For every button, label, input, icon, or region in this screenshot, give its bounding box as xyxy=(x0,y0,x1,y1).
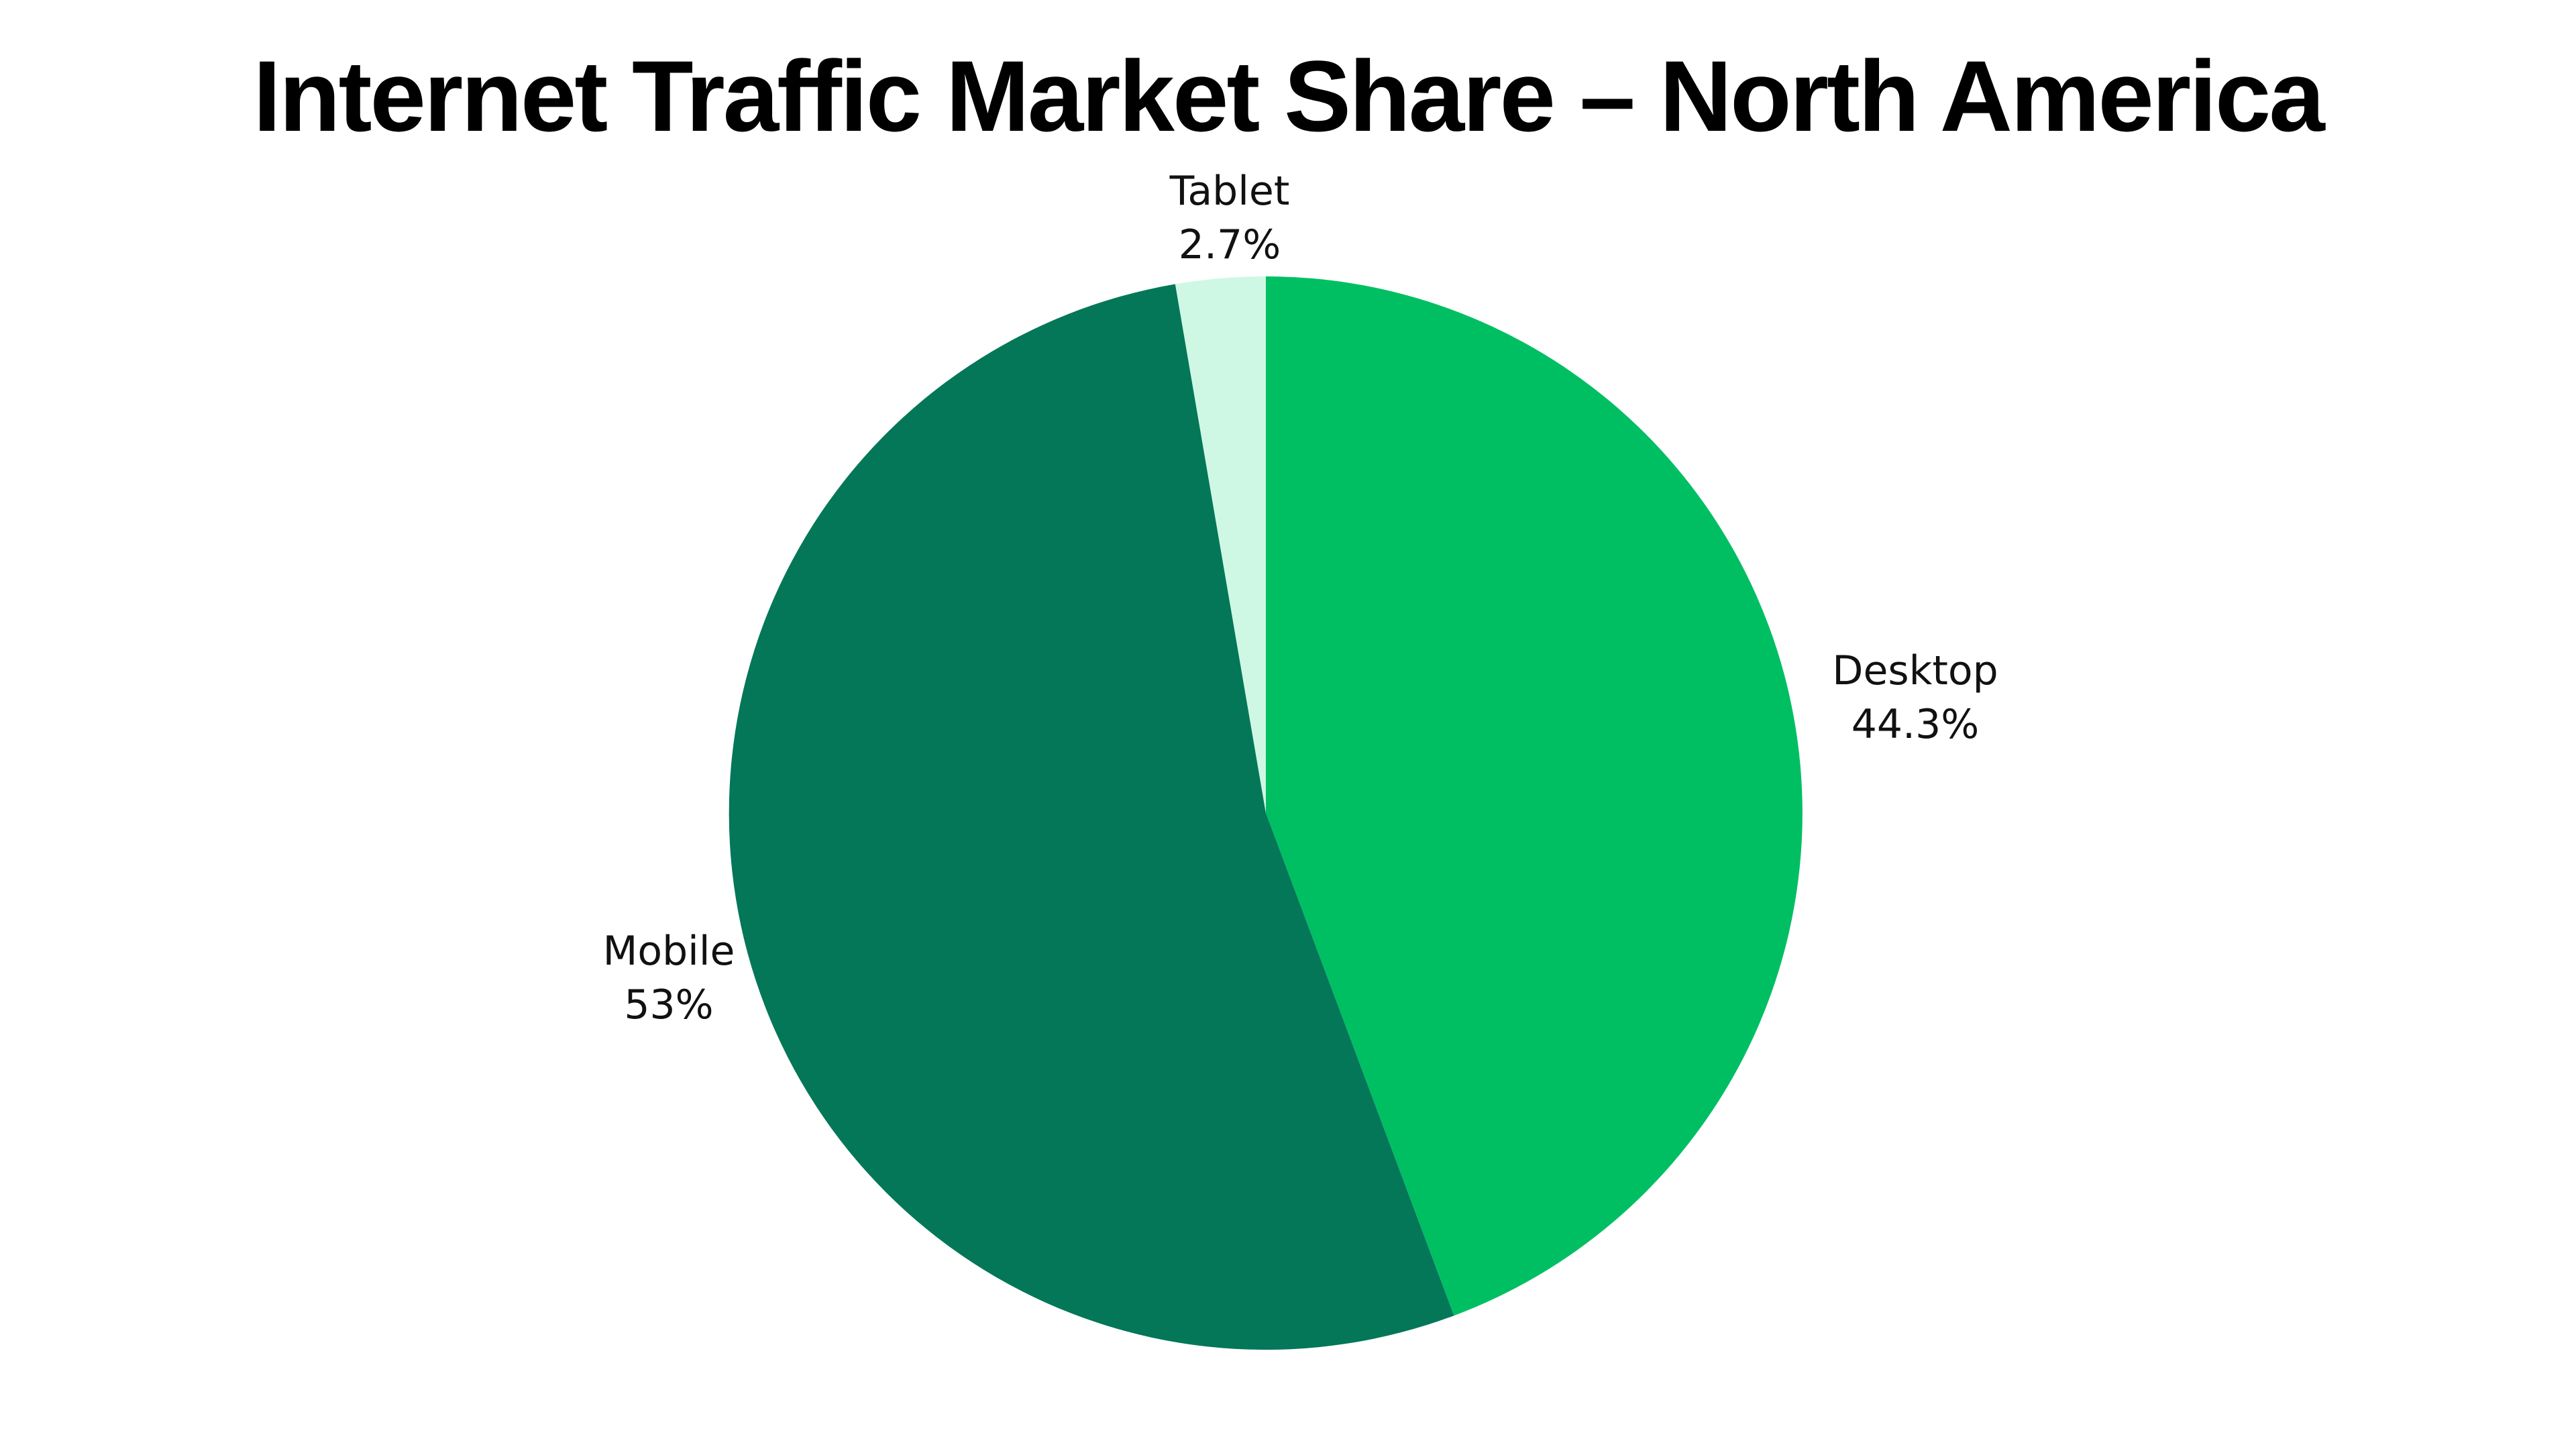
chart-title: Internet Traffic Market Share – North Am… xyxy=(253,40,2324,152)
pie-slice-tablet[interactable] xyxy=(1175,276,1266,813)
slice-label-tablet: Tablet 2.7% xyxy=(1170,164,1290,272)
slice-label-desktop-value: 44.3% xyxy=(1851,701,1980,748)
slice-label-tablet-value: 2.7% xyxy=(1178,221,1281,268)
pie-slice-desktop[interactable] xyxy=(1266,276,1803,1316)
pie-slice-mobile[interactable] xyxy=(729,284,1454,1350)
slice-label-mobile: Mobile 53% xyxy=(603,924,735,1032)
slice-label-tablet-name: Tablet xyxy=(1169,168,1290,215)
slice-label-desktop-name: Desktop xyxy=(1832,647,1998,694)
slice-label-desktop: Desktop 44.3% xyxy=(1832,644,1998,751)
slice-label-mobile-value: 53% xyxy=(624,981,714,1028)
slice-label-mobile-name: Mobile xyxy=(602,928,735,975)
